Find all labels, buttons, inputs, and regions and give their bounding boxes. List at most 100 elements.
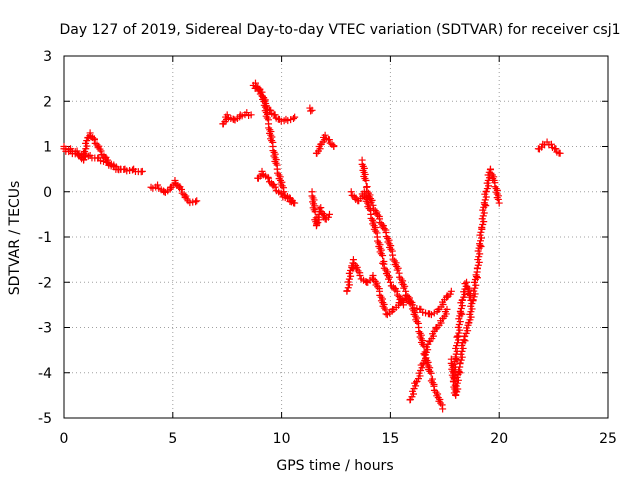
y-tick-label: 0 <box>43 185 52 201</box>
data-point-cluster <box>358 160 371 191</box>
data-point <box>382 310 390 318</box>
y-tick-label: -1 <box>38 230 52 246</box>
data-point-cluster <box>75 151 86 159</box>
data-point-cluster <box>266 178 278 190</box>
data-point <box>193 197 201 205</box>
data-point-cluster <box>219 113 231 128</box>
data-point-cluster <box>269 147 281 169</box>
data-point <box>439 405 447 413</box>
data-point-cluster <box>419 308 432 318</box>
data-point-cluster <box>252 83 264 93</box>
series-csj1-a <box>60 129 146 176</box>
data-point <box>386 278 394 286</box>
x-tick-label: 10 <box>273 431 291 447</box>
y-tick-label: 1 <box>43 140 52 156</box>
data-point-cluster <box>84 132 94 142</box>
data-point-cluster <box>433 317 445 331</box>
y-axis-label: SDTVAR / TECUs <box>7 181 23 296</box>
data-point-cluster <box>277 117 288 125</box>
data-point-cluster <box>88 154 102 162</box>
data-point-cluster <box>444 290 454 300</box>
data-point-cluster <box>487 169 498 184</box>
data-point-cluster <box>383 307 396 319</box>
data-point-cluster <box>326 139 338 150</box>
data-point <box>495 199 503 207</box>
data-point <box>90 136 98 144</box>
data-point <box>547 140 555 148</box>
series-csj1-d <box>219 109 255 128</box>
data-point-cluster <box>186 198 200 207</box>
data-point <box>330 143 338 150</box>
series-csj1-i <box>312 131 338 157</box>
data-point-cluster <box>87 132 98 143</box>
data-point-cluster <box>364 274 376 286</box>
data-point <box>325 136 333 144</box>
data-point-cluster <box>274 169 287 192</box>
data-point-cluster <box>427 307 441 319</box>
data-point-cluster <box>439 308 450 322</box>
series-csj1-o <box>447 165 503 399</box>
data-point-cluster <box>348 191 360 203</box>
x-axis-label: GPS time / hours <box>276 458 393 474</box>
data-point-cluster <box>161 185 174 196</box>
series-csj1-b <box>60 145 125 174</box>
data-point <box>117 165 125 173</box>
data-point-cluster <box>307 107 315 115</box>
data-point-cluster <box>452 363 464 399</box>
data-point-cluster <box>155 184 168 195</box>
data-point <box>265 174 273 182</box>
data-point <box>356 271 364 279</box>
data-point-cluster <box>376 291 390 314</box>
data-point <box>447 287 455 295</box>
data-point-cluster <box>361 192 375 214</box>
y-tick-label: 2 <box>43 94 52 110</box>
y-tick-label: -2 <box>38 275 52 291</box>
data-point-cluster <box>231 113 244 124</box>
data-point-cluster <box>317 208 328 221</box>
data-point-cluster <box>279 193 292 202</box>
data-point <box>347 188 355 196</box>
data-point-cluster <box>98 151 110 163</box>
series-csj1-l <box>358 156 447 413</box>
data-point <box>178 185 186 193</box>
series-csj1-m <box>347 188 407 309</box>
data-point <box>251 79 259 87</box>
data-point <box>247 111 255 119</box>
series-csj1-p <box>449 278 475 386</box>
data-point-cluster <box>390 301 403 314</box>
data-point-cluster <box>313 142 324 157</box>
data-point-cluster <box>254 170 266 182</box>
series-csj1-q <box>534 138 564 157</box>
data-point <box>399 301 407 309</box>
points-layer <box>60 79 564 413</box>
data-point-cluster <box>380 264 393 283</box>
data-point-cluster <box>461 321 472 340</box>
data-point-cluster <box>224 114 237 123</box>
series-csj1-j <box>308 188 333 230</box>
series-csj1-c <box>147 176 201 207</box>
data-point <box>291 113 299 121</box>
x-tick-label: 15 <box>381 431 399 447</box>
y-tick-label: 3 <box>43 49 52 65</box>
data-point <box>443 305 451 313</box>
data-point <box>138 167 146 175</box>
data-point-cluster <box>172 180 184 192</box>
data-point <box>426 310 434 318</box>
data-point-cluster <box>382 233 396 255</box>
data-point-cluster <box>97 157 110 166</box>
data-point-cluster <box>112 165 123 174</box>
data-point-cluster <box>105 161 117 171</box>
data-point-cluster <box>408 305 422 327</box>
data-point <box>258 167 266 175</box>
data-point-cluster <box>413 361 426 385</box>
data-point-cluster <box>62 147 73 156</box>
data-point-cluster <box>535 143 546 153</box>
data-point-cluster <box>406 379 420 403</box>
series-csj1-g <box>254 167 296 205</box>
data-point-cluster <box>268 110 278 119</box>
data-point-cluster <box>272 114 282 123</box>
data-point-cluster <box>549 144 559 153</box>
data-point-cluster <box>91 139 104 153</box>
data-point <box>552 145 560 153</box>
